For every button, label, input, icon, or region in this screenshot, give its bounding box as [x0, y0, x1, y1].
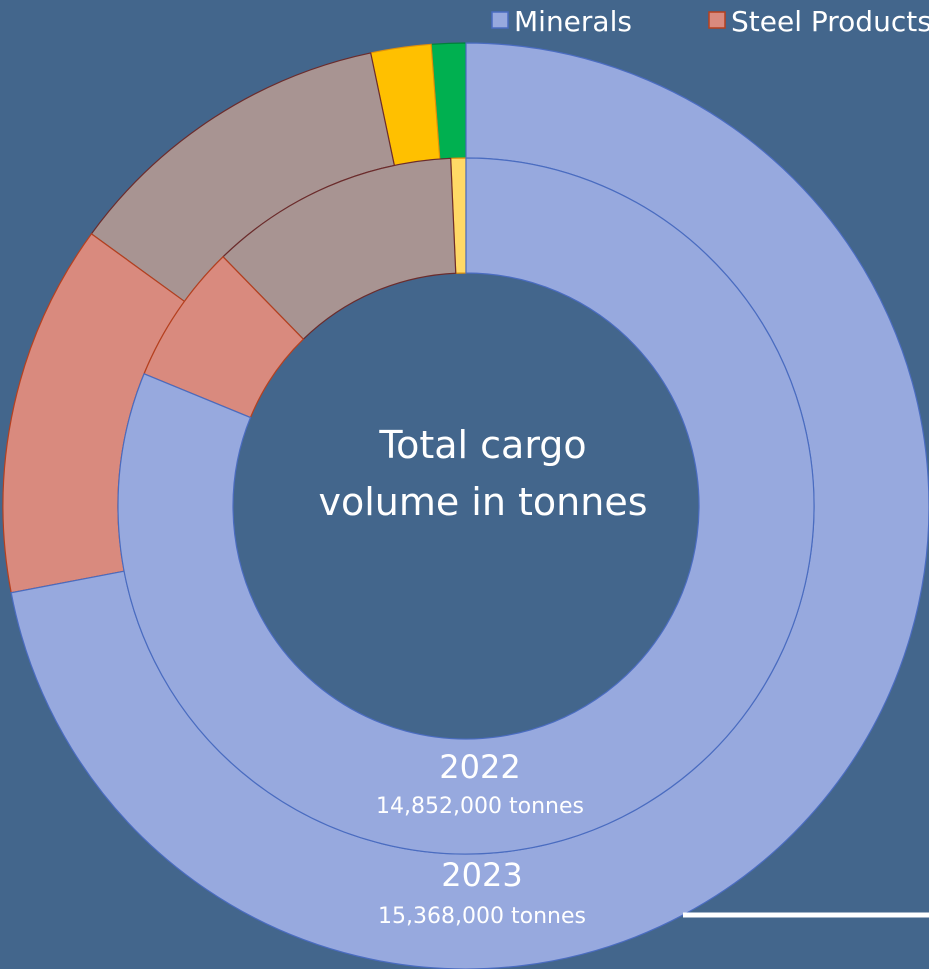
legend-label: Steel Products	[731, 5, 929, 38]
donut-slice	[222, 157, 457, 341]
ring-name: 2022	[439, 748, 520, 786]
ring-name: 2023	[441, 856, 522, 894]
legend-swatch	[491, 11, 509, 29]
center-title: volume in tonnes	[318, 480, 647, 524]
donut-slice	[117, 157, 815, 855]
donut-slice	[143, 256, 305, 419]
legend-swatch	[708, 11, 726, 29]
legend-label: Minerals	[514, 5, 632, 38]
center-title: Total cargo	[378, 423, 586, 467]
ring-total: 14,852,000 tonnes	[376, 794, 584, 819]
ring-total: 15,368,000 tonnes	[378, 904, 586, 929]
